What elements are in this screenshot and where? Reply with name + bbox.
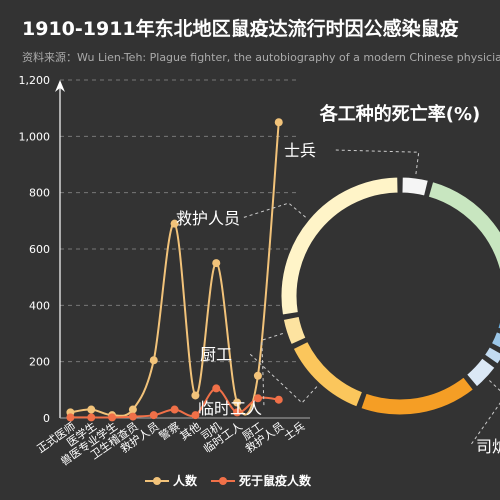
donut-slice bbox=[360, 376, 475, 416]
y-tick-label: 400 bbox=[29, 299, 50, 312]
donut-leader-line bbox=[241, 202, 306, 219]
y-axis: 0 200 400 600 800 1,000 1,200 bbox=[19, 74, 65, 425]
y-tick-label: 600 bbox=[29, 243, 50, 256]
series-point-1 bbox=[253, 394, 262, 403]
x-tick-label: 士兵 bbox=[282, 420, 307, 443]
donut-slice bbox=[292, 340, 364, 408]
legend-item-people[interactable]: 人数 bbox=[145, 472, 197, 489]
series-point-0 bbox=[128, 405, 137, 414]
donut-label: 临时工人 bbox=[198, 399, 262, 418]
donut-label: 司炉 bbox=[476, 437, 500, 456]
donut-slice bbox=[401, 176, 429, 197]
donut-chart: 士兵救护人员厨工临时工人司炉 bbox=[176, 141, 500, 456]
line-series bbox=[66, 118, 283, 422]
y-tick-label: 1,200 bbox=[19, 74, 51, 87]
series-point-0 bbox=[253, 371, 262, 380]
legend-marker-deaths bbox=[211, 476, 236, 485]
donut-leader-line bbox=[261, 333, 284, 409]
legend-label-deaths: 死于鼠疫人数 bbox=[239, 474, 312, 488]
series-line-0 bbox=[70, 122, 280, 417]
donut-slice bbox=[490, 331, 500, 349]
series-point-1 bbox=[233, 408, 242, 417]
y-tick-label: 1,000 bbox=[19, 130, 51, 143]
series-point-1 bbox=[274, 395, 283, 404]
legend: 人数 死于鼠疫人数 bbox=[145, 472, 325, 489]
donut-leader-line bbox=[333, 149, 420, 175]
series-point-1 bbox=[128, 412, 137, 421]
y-tick-label: 200 bbox=[29, 356, 50, 369]
series-point-0 bbox=[191, 391, 200, 400]
donut-label: 士兵 bbox=[284, 141, 316, 160]
legend-label-people: 人数 bbox=[173, 474, 198, 488]
series-point-0 bbox=[274, 118, 283, 127]
donut-slice bbox=[427, 180, 500, 274]
donut-slice bbox=[280, 176, 399, 316]
donut-slice bbox=[497, 318, 500, 330]
donut-leader-line bbox=[469, 380, 500, 447]
pie-title: 各工种的死亡率(%) bbox=[319, 103, 481, 125]
chart-subtitle: 资料来源：Wu Lien-Teh: Plague fighter, the au… bbox=[22, 51, 500, 64]
series-point-1 bbox=[66, 413, 75, 422]
donut-label: 厨工 bbox=[200, 345, 232, 364]
chart-title: 1910-1911年东北地区鼠疫达流行时因公感染鼠疫 bbox=[22, 18, 459, 40]
y-tick-label: 0 bbox=[43, 412, 50, 425]
series-point-1 bbox=[212, 384, 221, 393]
donut-slice bbox=[282, 315, 307, 346]
series-point-1 bbox=[87, 413, 96, 422]
donut-leader-line bbox=[249, 353, 318, 404]
series-point-1 bbox=[108, 413, 117, 422]
legend-item-deaths[interactable]: 死于鼠疫人数 bbox=[211, 472, 311, 489]
donut-slice bbox=[483, 346, 500, 365]
series-point-0 bbox=[170, 219, 179, 228]
donut-label: 救护人员 bbox=[176, 209, 240, 228]
series-point-1 bbox=[191, 411, 200, 420]
y-tick-label: 800 bbox=[29, 187, 50, 200]
series-point-1 bbox=[170, 405, 179, 414]
legend-marker-people bbox=[145, 476, 169, 485]
series-point-0 bbox=[87, 405, 96, 414]
series-point-0 bbox=[212, 259, 221, 268]
series-point-0 bbox=[149, 356, 158, 365]
y-axis-arrow bbox=[55, 80, 65, 92]
series-point-0 bbox=[233, 398, 242, 407]
series-point-1 bbox=[149, 411, 158, 420]
donut-slice bbox=[465, 357, 496, 388]
